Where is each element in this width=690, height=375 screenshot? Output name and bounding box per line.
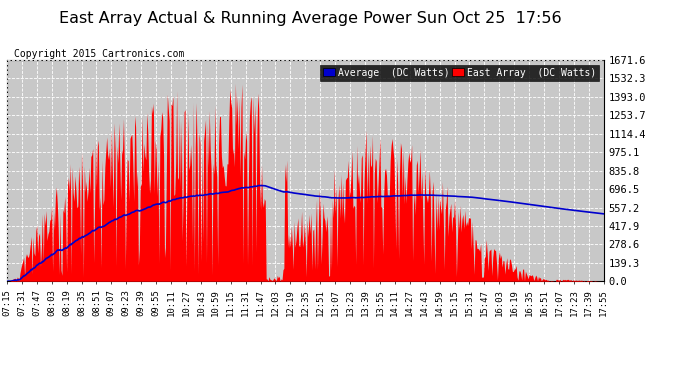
Text: Copyright 2015 Cartronics.com: Copyright 2015 Cartronics.com — [14, 49, 184, 59]
Legend: Average  (DC Watts), East Array  (DC Watts): Average (DC Watts), East Array (DC Watts… — [320, 65, 599, 81]
Text: East Array Actual & Running Average Power Sun Oct 25  17:56: East Array Actual & Running Average Powe… — [59, 11, 562, 26]
